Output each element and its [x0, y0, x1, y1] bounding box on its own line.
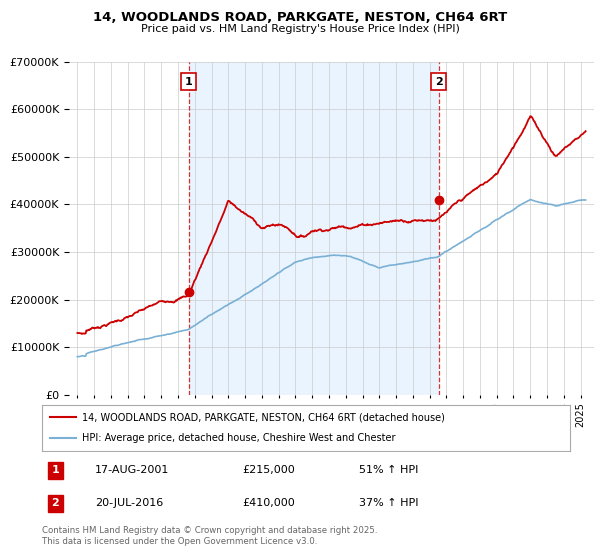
Text: 14, WOODLANDS ROAD, PARKGATE, NESTON, CH64 6RT (detached house): 14, WOODLANDS ROAD, PARKGATE, NESTON, CH… — [82, 412, 445, 422]
Text: 37% ↑ HPI: 37% ↑ HPI — [359, 498, 418, 508]
Text: 17-AUG-2001: 17-AUG-2001 — [95, 465, 169, 475]
Text: £215,000: £215,000 — [242, 465, 295, 475]
Text: 1: 1 — [185, 77, 193, 87]
Text: 2: 2 — [52, 498, 59, 508]
Text: 14, WOODLANDS ROAD, PARKGATE, NESTON, CH64 6RT: 14, WOODLANDS ROAD, PARKGATE, NESTON, CH… — [93, 11, 507, 24]
Text: Contains HM Land Registry data © Crown copyright and database right 2025.
This d: Contains HM Land Registry data © Crown c… — [42, 526, 377, 546]
Text: 1: 1 — [52, 465, 59, 475]
Text: Price paid vs. HM Land Registry's House Price Index (HPI): Price paid vs. HM Land Registry's House … — [140, 24, 460, 34]
Bar — [188, 62, 439, 395]
Text: 2: 2 — [435, 77, 443, 87]
Text: 20-JUL-2016: 20-JUL-2016 — [95, 498, 163, 508]
Text: £410,000: £410,000 — [242, 498, 295, 508]
Text: HPI: Average price, detached house, Cheshire West and Chester: HPI: Average price, detached house, Ches… — [82, 433, 395, 444]
Text: 51% ↑ HPI: 51% ↑ HPI — [359, 465, 418, 475]
